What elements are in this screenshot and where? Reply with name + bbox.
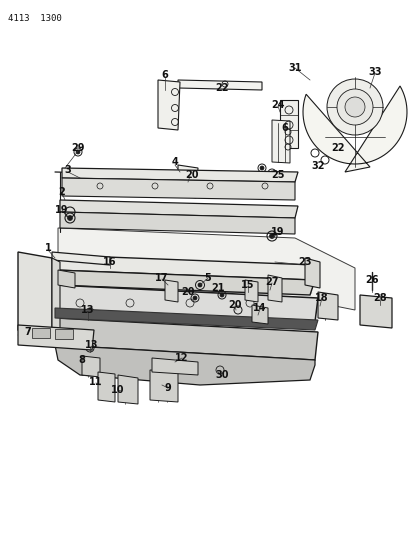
Polygon shape [152, 358, 198, 375]
Text: 30: 30 [215, 370, 229, 380]
Circle shape [67, 215, 73, 221]
Polygon shape [360, 295, 392, 328]
Text: 4113  1300: 4113 1300 [8, 14, 62, 23]
Polygon shape [178, 80, 262, 90]
Polygon shape [62, 178, 295, 200]
Polygon shape [98, 372, 115, 402]
Polygon shape [303, 86, 407, 172]
Text: 1: 1 [44, 243, 51, 253]
Circle shape [76, 150, 80, 154]
Polygon shape [55, 270, 315, 295]
Circle shape [198, 283, 202, 287]
Text: 31: 31 [288, 63, 302, 73]
Bar [32, 328, 50, 338]
Polygon shape [55, 308, 318, 330]
Polygon shape [318, 292, 338, 320]
Text: 6: 6 [282, 123, 288, 133]
Text: 32: 32 [311, 161, 325, 171]
Text: 21: 21 [211, 283, 225, 293]
Text: 6: 6 [162, 70, 169, 80]
Polygon shape [268, 275, 282, 302]
Polygon shape [55, 285, 318, 322]
Polygon shape [60, 212, 295, 234]
Text: 28: 28 [373, 293, 387, 303]
Polygon shape [52, 252, 110, 265]
Text: 7: 7 [24, 327, 31, 337]
Circle shape [88, 310, 92, 314]
Text: 19: 19 [55, 205, 69, 215]
Circle shape [270, 233, 275, 238]
Text: 26: 26 [365, 275, 379, 285]
Text: 25: 25 [271, 170, 285, 180]
Text: 20: 20 [181, 287, 195, 297]
Circle shape [337, 89, 373, 125]
Text: 20: 20 [228, 300, 242, 310]
Text: 16: 16 [103, 257, 117, 267]
Polygon shape [150, 370, 178, 402]
Text: 10: 10 [111, 385, 125, 395]
Polygon shape [165, 280, 178, 302]
Circle shape [88, 346, 92, 350]
Circle shape [270, 171, 274, 175]
Polygon shape [55, 345, 315, 385]
Circle shape [220, 293, 224, 297]
Text: 13: 13 [81, 305, 95, 315]
Circle shape [260, 166, 264, 170]
Text: 3: 3 [64, 165, 71, 175]
Polygon shape [82, 356, 100, 377]
Polygon shape [118, 375, 138, 404]
Text: 8: 8 [79, 355, 85, 365]
Polygon shape [178, 165, 198, 198]
Circle shape [188, 177, 193, 182]
Polygon shape [158, 80, 180, 130]
Polygon shape [62, 168, 298, 182]
Text: 22: 22 [215, 83, 229, 93]
Text: 27: 27 [265, 277, 279, 287]
Text: 12: 12 [175, 353, 189, 363]
Text: 5: 5 [205, 273, 211, 283]
Text: 20: 20 [185, 170, 199, 180]
Polygon shape [52, 258, 60, 338]
Text: 23: 23 [298, 257, 312, 267]
Text: 4: 4 [172, 157, 178, 167]
Text: 2: 2 [59, 187, 65, 197]
Circle shape [193, 296, 197, 300]
Text: 24: 24 [271, 100, 285, 110]
Text: 22: 22 [331, 143, 345, 153]
Text: 17: 17 [155, 273, 169, 283]
Circle shape [327, 79, 383, 135]
Text: 13: 13 [85, 340, 99, 350]
Polygon shape [252, 305, 268, 324]
Text: 9: 9 [164, 383, 171, 393]
Polygon shape [60, 200, 298, 218]
Polygon shape [55, 255, 315, 280]
Polygon shape [58, 270, 75, 288]
Text: 15: 15 [241, 280, 255, 290]
Polygon shape [272, 120, 290, 163]
Polygon shape [58, 228, 355, 310]
Text: 18: 18 [315, 293, 329, 303]
Polygon shape [18, 252, 52, 335]
Text: 14: 14 [253, 303, 267, 313]
Polygon shape [55, 318, 318, 360]
Polygon shape [280, 100, 298, 148]
Polygon shape [305, 258, 320, 288]
Text: 11: 11 [89, 377, 103, 387]
Circle shape [345, 97, 365, 117]
Text: 33: 33 [368, 67, 382, 77]
Polygon shape [245, 280, 258, 302]
Bar [55, 329, 73, 339]
Text: 19: 19 [271, 227, 285, 237]
Text: 29: 29 [71, 143, 85, 153]
Polygon shape [18, 325, 94, 350]
Circle shape [253, 176, 257, 180]
